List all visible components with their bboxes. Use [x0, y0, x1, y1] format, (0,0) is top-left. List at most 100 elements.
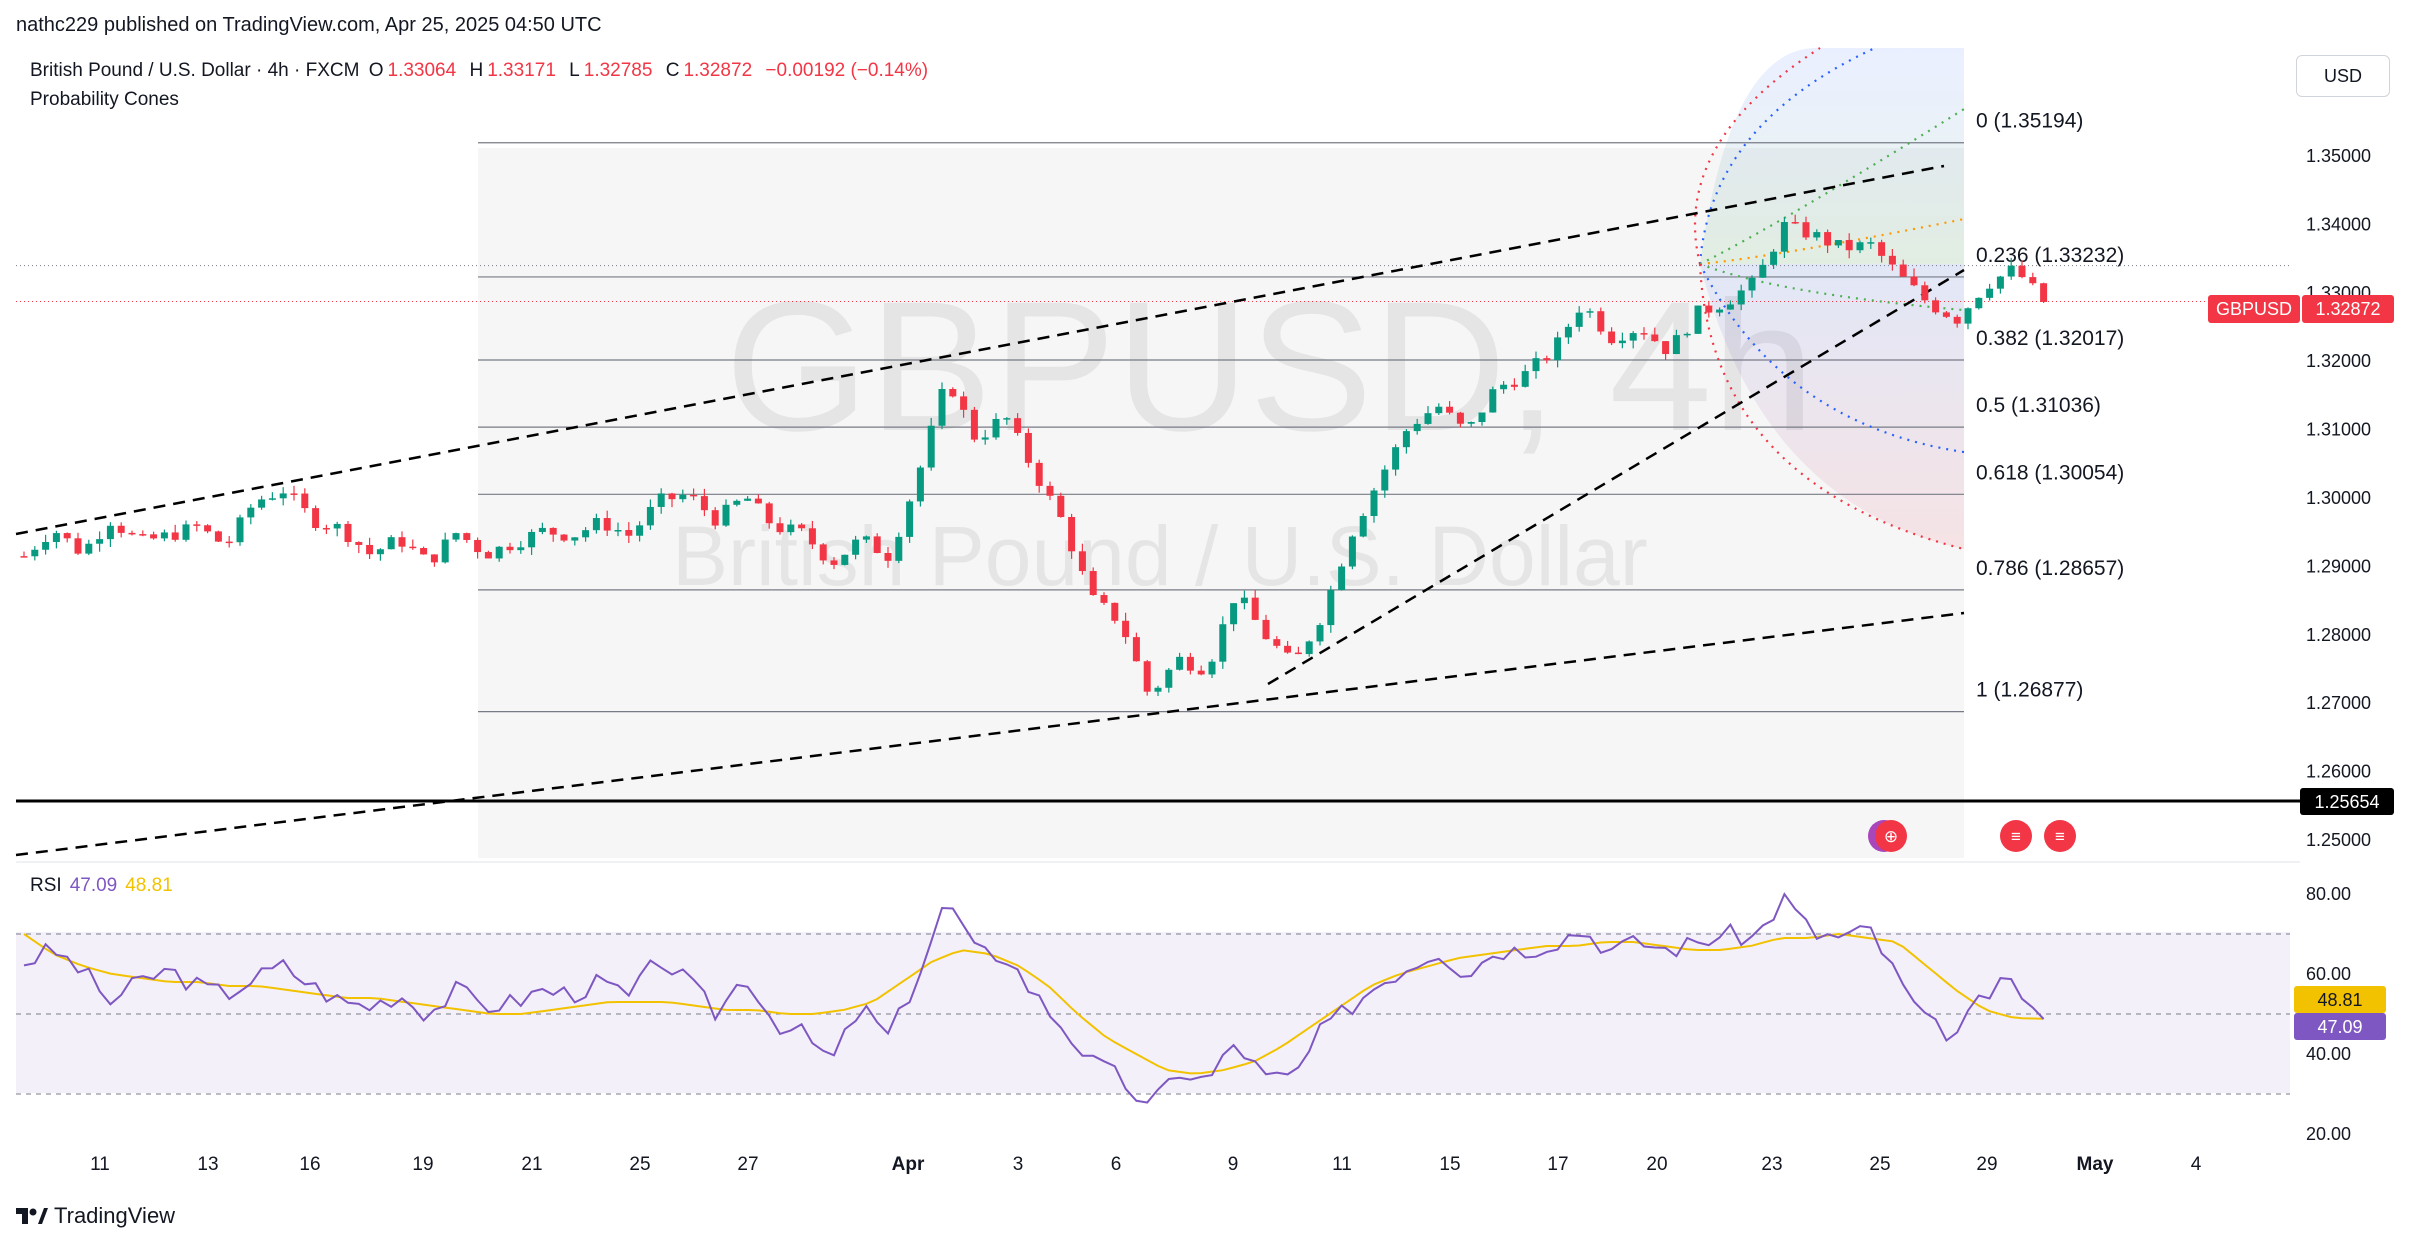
time-tick-label: 27	[737, 1154, 758, 1175]
candle-body	[376, 549, 384, 555]
candle-body	[646, 506, 654, 526]
candle-body	[1327, 590, 1335, 626]
rsi-tick-label: 40.00	[2306, 1044, 2351, 1064]
candle-body	[1111, 602, 1119, 621]
candle-body	[1467, 422, 1475, 424]
candle-body	[2040, 283, 2048, 302]
cone-lower-fill	[1700, 264, 1964, 550]
candle-body	[744, 498, 752, 501]
rsi-ma-tag: 48.81	[2317, 990, 2362, 1010]
time-axis[interactable]: 11 13 16 19 21 25 27 Apr 3 6 9 11 15 17 20 23 25 29 May 4	[90, 1154, 2202, 1175]
candle-body	[1176, 656, 1184, 670]
candle-body	[1564, 326, 1572, 338]
candle-body	[225, 541, 233, 544]
candle-body	[1046, 485, 1054, 496]
candle-body	[927, 425, 935, 468]
time-tick-label: 11	[1332, 1154, 1352, 1175]
candle-body	[495, 546, 503, 559]
candle-body	[916, 467, 924, 502]
flag-glyph: ⊕	[1884, 827, 1898, 846]
candle-body	[1348, 536, 1356, 567]
candle-body	[895, 536, 903, 561]
candle-body	[344, 523, 352, 543]
candle-body	[1068, 516, 1076, 552]
candle-body	[690, 494, 698, 497]
candle-body	[117, 525, 125, 533]
candle-body	[636, 525, 644, 536]
rsi-legend[interactable]: RSI 47.09 48.81	[30, 875, 173, 897]
tradingview-footer[interactable]: TradingView	[16, 1203, 175, 1229]
high-value: 1.33171	[487, 60, 556, 81]
candle-body	[625, 530, 633, 536]
candle-body	[1284, 645, 1292, 653]
time-tick-label: 21	[521, 1154, 542, 1175]
rsi-axis[interactable]: 80.00 60.00 40.00 20.00	[2306, 884, 2351, 1144]
price-axis[interactable]: 1.350001.340001.330001.320001.310001.300…	[2306, 146, 2371, 850]
close-label: C	[665, 60, 680, 81]
candle-body	[171, 532, 179, 540]
candle-body	[841, 554, 849, 565]
time-tick-label: 23	[1761, 1154, 1782, 1175]
rsi-band-fill	[16, 932, 2290, 1093]
candle-body	[182, 524, 190, 540]
candle-body	[1035, 462, 1043, 486]
currency-button[interactable]: USD	[2296, 55, 2390, 97]
candle-body	[960, 396, 968, 410]
candle-body	[1424, 413, 1432, 424]
tradingview-logo-icon	[16, 1208, 48, 1224]
candle-body	[1532, 358, 1540, 372]
candle-body	[1932, 300, 1940, 313]
candle-body	[1186, 656, 1194, 671]
indicator-probability-cones[interactable]: Probability Cones	[30, 89, 179, 110]
candle-body	[1975, 297, 1983, 309]
candle-body	[711, 510, 719, 526]
fib-level-label: 0.786 (1.28657)	[1976, 557, 2124, 580]
symbol-legend[interactable]: British Pound / U.S. Dollar · 4h · FXCM …	[30, 60, 932, 82]
price-tick-label: 1.26000	[2306, 762, 2371, 782]
candle-body	[1230, 603, 1238, 625]
candle-body	[668, 493, 676, 500]
candle-body	[1446, 406, 1454, 413]
candle-body	[1024, 432, 1032, 463]
price-tick-label: 1.30000	[2306, 488, 2371, 508]
candle-body	[1705, 305, 1713, 313]
candle-body	[1273, 639, 1281, 646]
time-tick-label: 19	[412, 1154, 433, 1175]
us-event-icon-2[interactable]	[2044, 820, 2076, 852]
candle-body	[160, 532, 168, 539]
gb-event-icon-2[interactable]	[1875, 820, 1907, 852]
time-tick-label: Apr	[892, 1154, 925, 1175]
lower-channel-line	[15, 611, 1965, 857]
rsi-value: 47.09	[69, 875, 118, 896]
candle-body	[819, 544, 827, 561]
candle-body	[366, 544, 374, 555]
candle-body	[1986, 288, 1994, 298]
candle-body	[1197, 670, 1205, 675]
candle-body	[1996, 276, 2004, 289]
rsi-pane	[16, 892, 2290, 1104]
us-event-icon[interactable]	[2000, 820, 2032, 852]
candle-body	[1651, 334, 1659, 342]
candle-body	[1780, 222, 1788, 252]
candle-body	[1888, 255, 1896, 265]
candle-body	[938, 388, 946, 426]
candle-body	[1554, 337, 1562, 361]
candle-body	[441, 539, 449, 563]
candle-body	[1543, 358, 1551, 361]
rsi-ma-line	[23, 932, 2044, 1075]
candle-body	[1694, 305, 1702, 334]
candle-body	[1402, 431, 1410, 448]
trend-lines[interactable]	[15, 164, 1965, 857]
events[interactable]: ⊕ ≡ ≡	[1868, 820, 2076, 852]
candle-body	[571, 537, 579, 541]
candle-body	[517, 547, 525, 551]
candle-body	[1867, 242, 1875, 244]
candle-body	[484, 552, 492, 559]
candle-body	[1672, 335, 1680, 355]
fibonacci-retracement[interactable]: 0 (1.35194) 0.236 (1.33232) 0.382 (1.32017…	[16, 110, 2290, 713]
candle-body	[722, 504, 730, 526]
candle-body	[1251, 597, 1259, 620]
rising-support-line	[1267, 268, 1965, 686]
candle-body	[582, 530, 590, 538]
